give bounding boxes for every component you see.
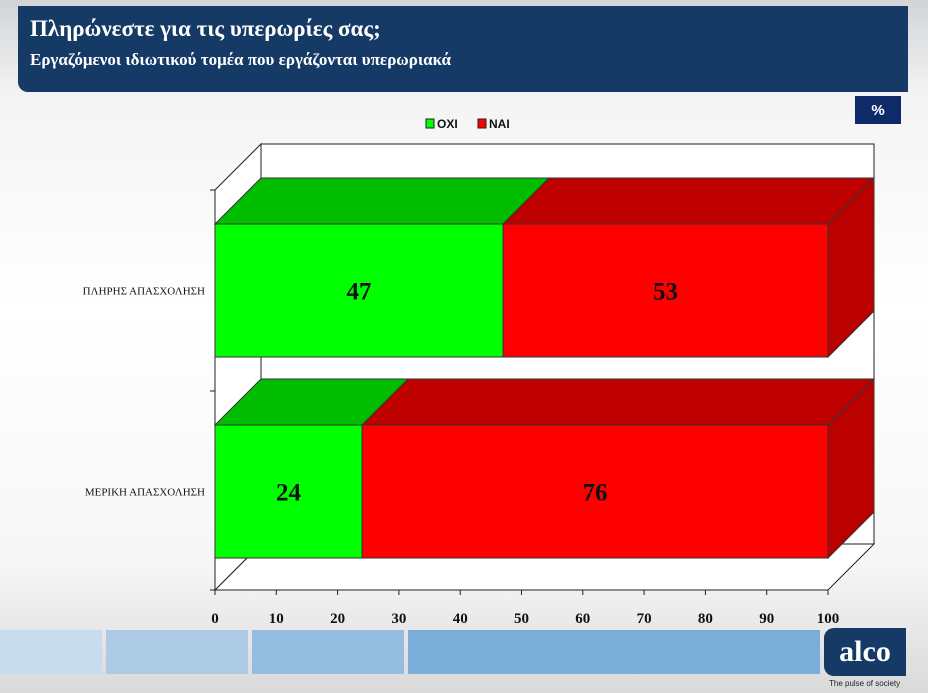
logo-tagline: The pulse of society [829, 679, 901, 688]
x-tick-label: 90 [759, 611, 774, 627]
bar-data-label: 47 [347, 279, 372, 306]
legend-swatch-ΟΧΙ [425, 118, 435, 129]
bar-segment-ΝΑΙ [361, 424, 829, 559]
legend-swatch-ΝΑΙ [477, 118, 487, 129]
footer-strip-2 [106, 630, 248, 674]
legend-label: ΟΧΙ [437, 117, 458, 131]
x-tick-label: 80 [698, 611, 713, 627]
bar-side-face [827, 377, 875, 560]
bar-top-ΟΧΙ [213, 177, 551, 225]
bar-segment-ΟΧΙ [214, 424, 363, 559]
page-title: Πληρώνεστε για τις υπερωρίες σας; [30, 16, 381, 41]
x-tick-label: 50 [514, 611, 529, 627]
x-tick-label: 30 [391, 611, 406, 627]
header-banner: Πληρώνεστε για τις υπερωρίες σας; Εργαζό… [18, 6, 908, 92]
x-tick-label: 10 [269, 611, 284, 627]
x-tick-label: 40 [453, 611, 468, 627]
bar-top-ΝΑΙ [360, 378, 876, 426]
x-tick-label: 60 [575, 611, 590, 627]
bar-segment-ΟΧΙ [214, 223, 504, 358]
bar-top-ΝΑΙ [501, 177, 876, 225]
bar-data-label: 76 [583, 480, 608, 507]
unit-badge: % [855, 96, 901, 124]
alco-logo: alco [824, 628, 906, 676]
category-label: ΜΕΡΙΚΗ ΑΠΑΣΧΟΛΗΣΗ [85, 487, 205, 499]
x-tick-label: 70 [637, 611, 652, 627]
x-tick-label: 20 [330, 611, 345, 627]
footer-strip-3 [252, 630, 404, 674]
category-label: ΠΛΗΡΗΣ ΑΠΑΣΧΟΛΗΣΗ [83, 286, 205, 298]
bar-side-face [827, 176, 875, 359]
bar-data-label: 53 [653, 279, 678, 306]
x-tick-label: 100 [817, 611, 840, 627]
footer-strip-1 [0, 630, 102, 674]
page-subtitle: Εργαζόμενοι ιδιωτικού τομέα που εργάζοντ… [30, 50, 452, 69]
footer-strip-4 [408, 630, 820, 674]
x-tick-label: 0 [211, 611, 219, 627]
bar-data-label: 24 [276, 480, 302, 507]
bar-segment-ΝΑΙ [502, 223, 829, 358]
legend-label: ΝΑΙ [489, 117, 510, 131]
